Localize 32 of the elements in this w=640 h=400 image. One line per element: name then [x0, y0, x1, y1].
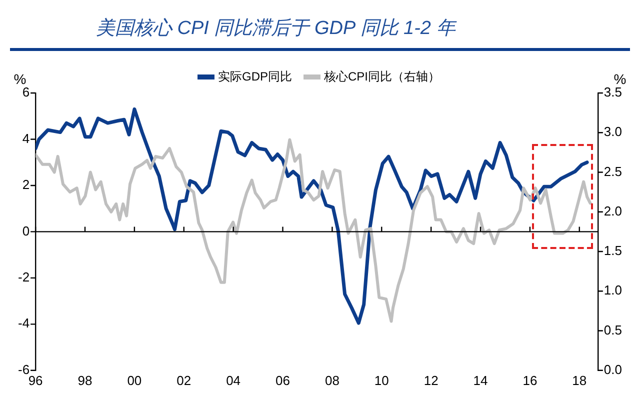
y2-tick-label: 3.5	[604, 84, 622, 100]
x-tick-label: 06	[276, 372, 290, 388]
y2-tick-label: 1.5	[604, 243, 622, 258]
y-tick-label: 2	[22, 177, 30, 192]
y2-tick-label: 2.5	[604, 164, 622, 179]
x-tick-label: 10	[374, 372, 389, 388]
y-tick-label: -2	[18, 270, 30, 285]
x-tick-label: 02	[176, 372, 192, 388]
y-tick-label: -4	[18, 316, 30, 331]
y2-tick-label: 0.5	[604, 322, 622, 338]
chart-title: 美国核心 CPI 同比滞后于 GDP 同比 1-2 年	[95, 16, 458, 41]
y-tick-label: 6	[22, 84, 30, 100]
x-tick-label: 14	[473, 372, 488, 388]
y2-axis-title: %	[614, 70, 626, 87]
y2-tick-label: 1.0	[604, 282, 622, 298]
y-axis-title: %	[14, 70, 26, 87]
y2-tick-label: 2.0	[604, 203, 622, 218]
x-tick-label: 18	[572, 372, 587, 388]
x-tick-label: 12	[424, 372, 438, 388]
x-tick-label: 08	[324, 372, 340, 388]
legend-label: 核心CPI同比（右轴）	[323, 69, 440, 84]
x-tick-label: 96	[28, 372, 43, 388]
x-tick-label: 98	[78, 372, 92, 388]
x-tick-label: 00	[127, 372, 142, 388]
y-tick-label: 4	[22, 130, 30, 146]
x-tick-label: 04	[226, 372, 241, 388]
legend-label: 实际GDP同比	[218, 69, 292, 84]
y-tick-label: -6	[18, 362, 30, 377]
y2-tick-label: 0.0	[604, 362, 622, 377]
y-tick-label: 0	[22, 223, 30, 238]
y2-tick-label: 3.0	[604, 124, 622, 140]
x-tick-label: 16	[522, 372, 538, 388]
